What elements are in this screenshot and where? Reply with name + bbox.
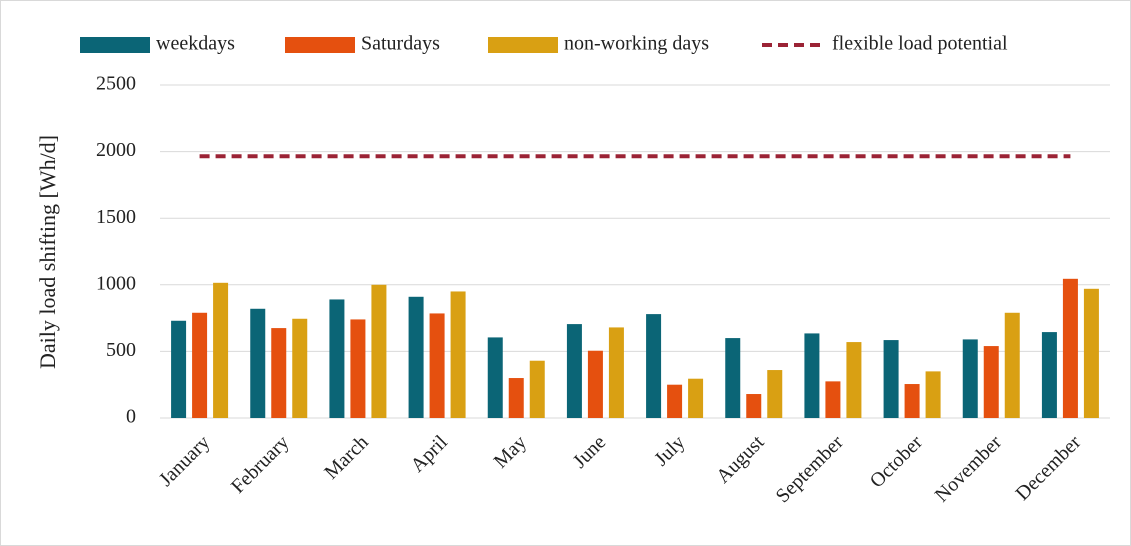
legend-label: non-working days [564,33,709,55]
bar [883,340,899,418]
bar [487,337,503,418]
bar [250,308,266,418]
bar [962,339,978,418]
x-tick-label: January [155,431,215,491]
bar [429,313,445,418]
legend-label: flexible load potential [832,33,1008,55]
x-tick-label: July [650,431,689,470]
legend-label: Saturdays [361,33,440,55]
legend-swatch [80,37,150,53]
bar [450,291,466,418]
x-tick-label: March [320,431,372,483]
bar [767,370,783,418]
bar [213,282,229,418]
bar [529,360,545,418]
x-tick-label: April [406,431,452,477]
bar [983,346,999,418]
x-tick-label: June [569,431,611,473]
bar [925,371,941,418]
bar [329,299,345,418]
x-tick-label: February [227,431,294,498]
bar [1062,278,1078,418]
x-tick-label: September [772,431,848,507]
bar [667,384,683,418]
bar [171,320,187,418]
bar [350,319,366,418]
bar [508,378,524,418]
bar [292,318,308,418]
x-tick-label: December [1012,431,1086,505]
y-tick-label: 2500 [96,73,136,95]
y-axis-label: Daily load shifting [Wh/d] [35,135,60,369]
bar [1083,288,1099,418]
bar [1004,312,1020,418]
y-tick-label: 1000 [96,272,136,294]
x-tick-label: August [712,431,769,488]
bar [192,312,208,418]
bar [271,328,287,418]
bar [904,384,920,418]
legend-swatch [488,37,558,53]
bar [646,314,662,418]
bar [608,327,624,418]
y-tick-label: 500 [106,339,136,361]
bar [688,378,704,418]
y-tick-label: 2000 [96,139,136,161]
y-tick-label: 1500 [96,206,136,228]
bar [725,338,741,418]
x-tick-label: May [490,431,531,472]
bar [371,284,387,418]
bar [804,333,820,418]
x-tick-label: November [931,431,1006,506]
bar [408,296,424,418]
bar [746,394,762,418]
bar [566,324,582,418]
y-tick-label: 0 [126,406,136,428]
bar [825,381,841,418]
x-tick-label: October [866,431,927,492]
legend-label: weekdays [156,33,235,55]
bar [587,350,603,418]
bar [846,342,862,418]
legend-swatch [285,37,355,53]
bar [1041,332,1057,418]
